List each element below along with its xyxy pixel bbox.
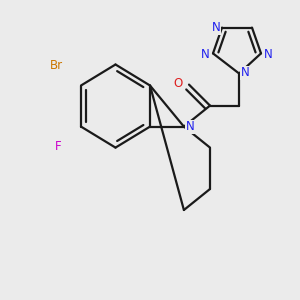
Text: N: N: [185, 120, 194, 133]
Text: Br: Br: [50, 58, 63, 72]
Text: N: N: [201, 47, 209, 61]
Text: N: N: [241, 66, 250, 79]
Text: F: F: [55, 140, 62, 154]
Text: N: N: [212, 21, 220, 34]
Text: N: N: [263, 47, 272, 61]
Text: O: O: [173, 77, 182, 90]
